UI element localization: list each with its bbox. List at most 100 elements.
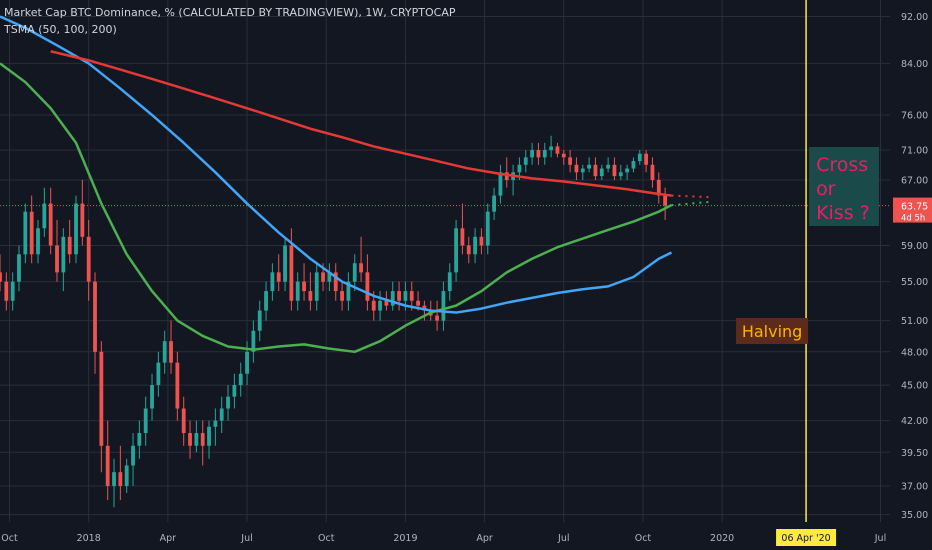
y-tick-label: 67.00 <box>901 175 928 186</box>
candle <box>29 195 34 264</box>
candle-body <box>517 164 522 173</box>
candle <box>200 420 205 466</box>
candle <box>105 420 110 501</box>
candle-body <box>314 272 319 301</box>
candle <box>498 164 503 204</box>
candle <box>213 408 218 446</box>
candle <box>637 150 642 165</box>
candle-body <box>593 164 598 177</box>
price-tag-value: 63.75 <box>901 202 928 213</box>
candle <box>99 341 104 473</box>
candle <box>302 263 306 301</box>
y-tick-label: 84.00 <box>901 59 928 70</box>
candle <box>188 420 192 459</box>
candle-body <box>390 291 395 306</box>
candle <box>194 420 199 453</box>
x-tick-label: Jul <box>240 533 252 544</box>
candle <box>17 245 21 292</box>
y-tick-label: 39.50 <box>901 448 928 459</box>
candle-body <box>251 330 256 352</box>
candle <box>36 219 40 264</box>
candle-body <box>327 272 332 282</box>
candle-body <box>93 281 97 352</box>
candle-body <box>194 433 199 446</box>
candle-body <box>492 195 496 212</box>
candle <box>4 272 9 311</box>
chart-title: Market Cap BTC Dominance, % (CALCULATED … <box>4 6 456 19</box>
candle-body <box>644 153 649 165</box>
candle <box>295 272 300 311</box>
candle-body <box>397 291 401 301</box>
candle-body <box>580 168 585 173</box>
annotation-line: Cross <box>816 154 868 176</box>
x-tick-label: Oct <box>1 533 18 544</box>
candle <box>447 263 452 301</box>
x-tick-label: Oct <box>318 533 335 544</box>
candle-body <box>143 408 148 434</box>
candle-body <box>447 272 452 292</box>
candle <box>340 281 344 311</box>
candle <box>574 157 579 180</box>
candle <box>74 195 78 264</box>
candle-body <box>409 291 414 301</box>
candle-body <box>36 228 40 255</box>
candle <box>523 150 528 173</box>
y-tick-label: 51.00 <box>901 316 928 327</box>
candle <box>276 254 281 292</box>
candle <box>460 203 465 255</box>
candle-body <box>340 291 344 301</box>
candle-body <box>631 161 636 169</box>
y-tick-label: 71.00 <box>901 146 928 157</box>
candle <box>580 164 585 180</box>
candle <box>61 228 66 292</box>
candle-body <box>441 291 446 321</box>
candle <box>238 362 243 397</box>
candle <box>454 219 458 282</box>
candle-body <box>150 385 154 409</box>
candle <box>561 150 566 165</box>
y-tick-label: 35.00 <box>901 510 928 521</box>
candle <box>143 396 148 446</box>
candle-body <box>99 351 104 446</box>
candle <box>606 157 611 173</box>
candle-body <box>308 291 313 301</box>
candle-body <box>131 445 135 466</box>
candle-body <box>55 245 59 273</box>
candle-body <box>74 203 78 255</box>
candle-body <box>295 281 300 301</box>
candle-body <box>473 236 477 255</box>
candle-body <box>365 272 370 301</box>
candle-body <box>346 281 351 301</box>
candle <box>479 228 484 255</box>
annotation-line: or <box>816 178 836 200</box>
y-tick-label: 37.00 <box>901 481 928 492</box>
candle <box>150 373 154 421</box>
candle-body <box>283 245 287 282</box>
candle <box>650 157 655 188</box>
candle <box>352 254 357 292</box>
candle <box>93 272 97 374</box>
candle-body <box>555 146 560 154</box>
candle <box>378 291 382 321</box>
y-tick-label: 42.00 <box>901 416 928 427</box>
legend: Market Cap BTC Dominance, % (CALCULATED … <box>3 6 456 36</box>
candle <box>587 157 592 173</box>
candle <box>0 254 2 292</box>
candle-body <box>264 291 268 311</box>
candle-body <box>67 236 72 255</box>
y-tick-label: 45.00 <box>901 381 928 392</box>
candle-body <box>549 146 554 151</box>
candle <box>530 142 534 165</box>
candle-body <box>587 164 592 169</box>
price-tag-countdown: 4d 5h <box>901 214 925 224</box>
candle-body <box>523 157 528 165</box>
price-tag-bg <box>893 197 932 223</box>
x-tick-label: Oct <box>635 533 652 544</box>
candle-body <box>0 272 2 282</box>
candle <box>473 228 477 264</box>
candle <box>257 300 262 342</box>
candle-body <box>333 272 338 292</box>
candle-body <box>612 164 617 177</box>
